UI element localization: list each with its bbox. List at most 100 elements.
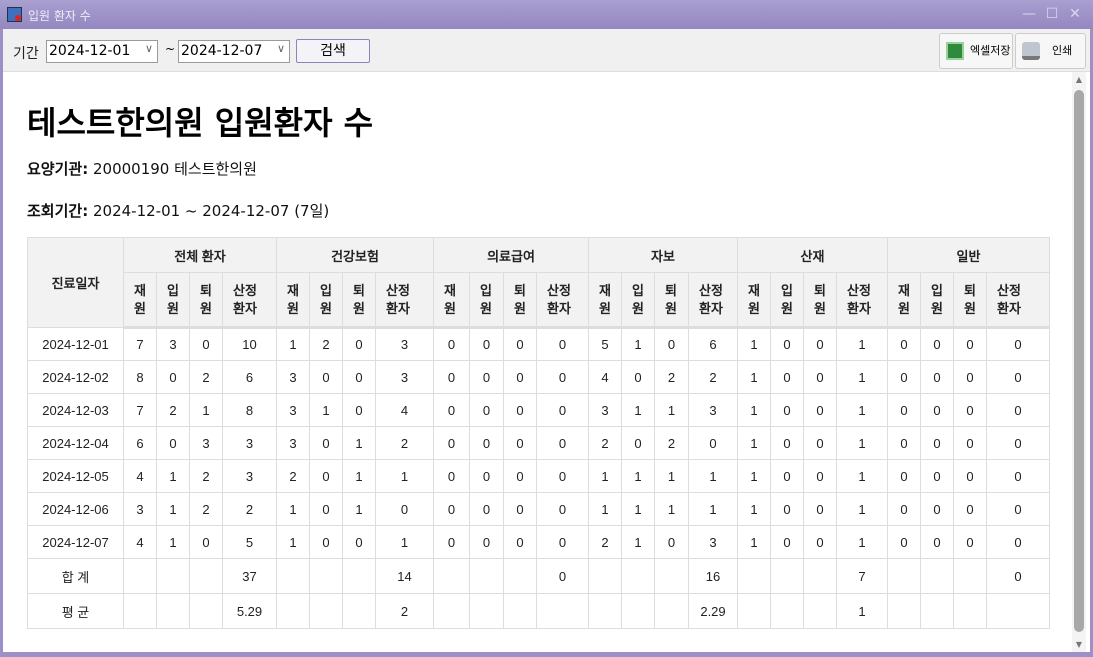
sub-header-line2: 원 <box>599 300 611 316</box>
value-cell: 0 <box>986 525 1050 559</box>
total-label: 합 계 <box>27 558 124 594</box>
sub-header-line1: 입 <box>167 282 179 298</box>
total-cell: 0 <box>986 558 1050 594</box>
institution-value: 20000190 테스트한의원 <box>92 160 257 178</box>
value-cell: 0 <box>503 327 537 361</box>
chevron-down-icon: ∨ <box>276 42 285 55</box>
value-cell: 7 <box>123 327 157 361</box>
value-cell: 0 <box>770 459 804 493</box>
value-cell: 0 <box>536 327 589 361</box>
date-header: 진료일자 <box>27 237 124 328</box>
total-cell <box>189 558 223 594</box>
scrollbar-thumb[interactable] <box>1074 90 1084 632</box>
value-cell: 0 <box>953 525 987 559</box>
sub-header: 산정 환자 <box>536 272 589 329</box>
sub-header-line1: 재 <box>599 282 611 298</box>
sub-header-line2: 원 <box>665 300 677 316</box>
value-cell: 0 <box>920 327 954 361</box>
sub-header-line2: 원 <box>134 300 146 316</box>
sub-header-line1: 퇴 <box>814 282 826 298</box>
value-cell: 0 <box>953 492 987 526</box>
value-cell: 0 <box>433 393 470 427</box>
scroll-down-arrow-icon[interactable]: ▼ <box>1075 640 1083 649</box>
close-button[interactable]: ✕ <box>1069 6 1081 22</box>
total-cell <box>123 558 157 594</box>
average-cell <box>920 593 954 629</box>
printer-icon <box>1022 42 1040 60</box>
value-cell: 2 <box>375 426 434 460</box>
sub-header: 산정 환자 <box>222 272 277 329</box>
start-date-select[interactable]: 2024-12-01 ∨ <box>46 40 158 63</box>
value-cell: 2 <box>276 459 310 493</box>
sub-header-line1: 산정 <box>547 282 571 298</box>
value-cell: 0 <box>503 426 537 460</box>
value-cell: 0 <box>503 393 537 427</box>
sub-header-line2: 원 <box>287 300 299 316</box>
value-cell: 5 <box>588 327 622 361</box>
value-cell: 8 <box>222 393 277 427</box>
value-cell: 3 <box>688 525 738 559</box>
sub-header-line1: 입 <box>781 282 793 298</box>
value-cell: 0 <box>688 426 738 460</box>
value-cell: 1 <box>156 525 190 559</box>
value-cell: 3 <box>588 393 622 427</box>
value-cell: 3 <box>222 459 277 493</box>
print-button[interactable]: 인쇄 <box>1015 33 1086 69</box>
vertical-scrollbar[interactable]: ▲ ▼ <box>1072 72 1086 652</box>
value-cell: 2 <box>688 360 738 394</box>
value-cell: 1 <box>836 492 888 526</box>
total-cell <box>621 558 655 594</box>
average-cell <box>536 593 589 629</box>
value-cell: 1 <box>688 492 738 526</box>
total-cell <box>503 558 537 594</box>
sub-header-line2: 원 <box>814 300 826 316</box>
value-cell: 0 <box>920 492 954 526</box>
end-date-select[interactable]: 2024-12-07 ∨ <box>178 40 290 63</box>
value-cell: 2 <box>309 327 343 361</box>
value-cell: 0 <box>469 327 504 361</box>
value-cell: 3 <box>375 360 434 394</box>
excel-save-button[interactable]: 엑셀저장 <box>939 33 1013 69</box>
group-header: 건강보험 <box>276 237 434 273</box>
total-cell <box>953 558 987 594</box>
average-cell <box>189 593 223 629</box>
value-cell: 0 <box>536 459 589 493</box>
value-cell: 1 <box>836 360 888 394</box>
value-cell: 1 <box>737 525 771 559</box>
query-period-label: 조회기간: <box>27 202 89 220</box>
scroll-up-arrow-icon[interactable]: ▲ <box>1075 75 1083 84</box>
sub-header-line2: 원 <box>320 300 332 316</box>
value-cell: 0 <box>536 360 589 394</box>
value-cell: 1 <box>737 327 771 361</box>
average-cell <box>588 593 622 629</box>
value-cell: 3 <box>222 426 277 460</box>
value-cell: 0 <box>770 525 804 559</box>
minimize-button[interactable]: — <box>1022 6 1036 22</box>
maximize-button[interactable]: ☐ <box>1045 6 1059 22</box>
value-cell: 0 <box>920 459 954 493</box>
value-cell: 0 <box>920 393 954 427</box>
value-cell: 0 <box>309 360 343 394</box>
value-cell: 1 <box>836 393 888 427</box>
table-row: 2024-12-01 7 3 0 10 1 2 0 3 0 0 0 0 5 1 0 6 1 0 0 1 0 0 0 0 <box>27 327 1050 361</box>
value-cell: 0 <box>433 459 470 493</box>
sub-header-line2: 환자 <box>847 300 871 316</box>
value-cell: 0 <box>503 492 537 526</box>
value-cell: 0 <box>654 525 689 559</box>
sub-header-line2: 원 <box>480 300 492 316</box>
sub-header-line2: 환자 <box>233 300 257 316</box>
value-cell: 0 <box>342 525 376 559</box>
value-cell: 1 <box>342 459 376 493</box>
average-cell <box>737 593 771 629</box>
query-period-value: 2024-12-01 ~ 2024-12-07 (7일) <box>92 202 330 220</box>
sub-header: 산정 환자 <box>688 272 738 329</box>
value-cell: 1 <box>309 393 343 427</box>
average-cell <box>654 593 689 629</box>
search-button[interactable]: 검색 <box>296 39 370 63</box>
